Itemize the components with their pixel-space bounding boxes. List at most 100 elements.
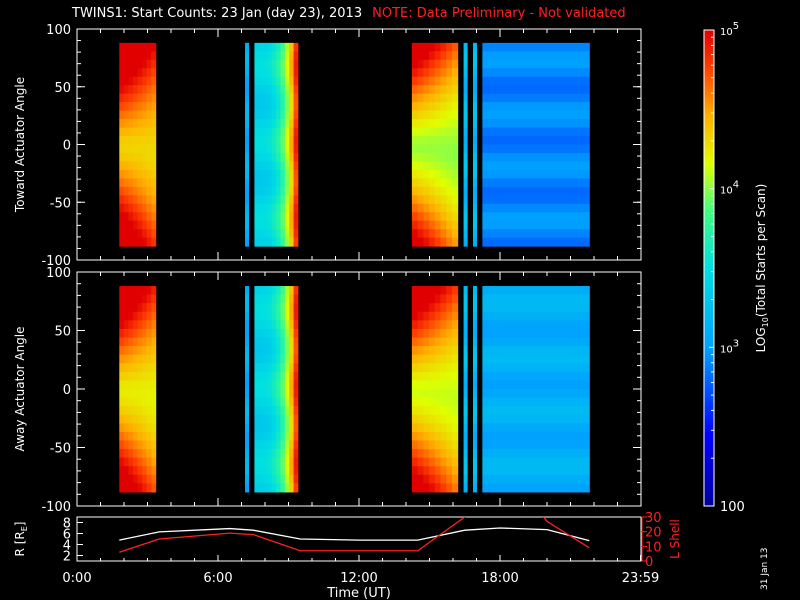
heatmap-cell bbox=[258, 144, 264, 154]
heatmap-cell bbox=[245, 169, 250, 179]
heatmap-cell bbox=[123, 152, 129, 162]
heatmap-cell bbox=[482, 195, 590, 205]
heatmap-cell bbox=[434, 93, 442, 103]
heatmap-cell bbox=[254, 371, 260, 381]
heatmap-cell bbox=[151, 229, 157, 239]
heatmap-cell bbox=[271, 286, 277, 296]
heatmap-cell bbox=[463, 354, 468, 364]
heatmap-cell bbox=[276, 320, 282, 330]
heatmap-cell bbox=[280, 237, 286, 247]
heatmap-cell bbox=[123, 286, 129, 296]
xtick-label: 0:00 bbox=[62, 571, 91, 586]
ytick-label: -100 bbox=[41, 254, 71, 269]
heatmap-cell bbox=[482, 161, 590, 171]
heatmap-cell bbox=[151, 440, 157, 450]
heatmap-cell bbox=[417, 363, 424, 373]
heatmap-cell bbox=[482, 85, 590, 95]
heatmap-cell bbox=[146, 169, 152, 179]
heatmap-cell bbox=[258, 328, 264, 339]
heatmap-cell bbox=[151, 178, 157, 188]
heatmap-cell bbox=[472, 474, 477, 484]
heatmap-cell bbox=[146, 474, 152, 484]
heatmap-cell bbox=[119, 85, 125, 95]
heatmap-cell bbox=[137, 286, 143, 296]
heatmap-cell bbox=[128, 76, 134, 86]
heatmap-cell bbox=[142, 110, 148, 120]
heatmap-cell bbox=[276, 328, 282, 339]
heatmap-cell bbox=[463, 169, 468, 179]
heatmap-cell bbox=[151, 195, 157, 205]
heatmap-cell bbox=[119, 337, 125, 347]
heatmap-cell bbox=[267, 363, 273, 373]
heatmap-cell bbox=[284, 466, 290, 476]
heatmap-cell bbox=[258, 110, 264, 120]
heatmap-cell bbox=[482, 110, 590, 120]
heatmap-cell bbox=[472, 136, 477, 145]
heatmap-cell bbox=[440, 102, 447, 112]
heatmap-cell bbox=[293, 136, 299, 145]
heatmap-cell bbox=[472, 380, 477, 390]
heatmap-cell bbox=[137, 161, 143, 171]
heatmap-cell bbox=[137, 371, 143, 381]
heatmap-cell bbox=[267, 440, 273, 450]
heatmap-cell bbox=[472, 76, 477, 86]
heatmap-cell bbox=[142, 85, 148, 95]
heatmap-cell bbox=[280, 178, 286, 188]
heatmap-cell bbox=[289, 68, 295, 78]
heatmap-cell bbox=[284, 178, 290, 188]
heatmap-cell bbox=[245, 102, 250, 112]
heatmap-cell bbox=[284, 102, 290, 112]
heatmap-cell bbox=[128, 440, 134, 450]
heatmap-cell bbox=[463, 144, 468, 154]
heatmap-cell bbox=[446, 389, 453, 399]
heatmap-cell bbox=[142, 294, 148, 304]
heatmap-cell bbox=[289, 237, 295, 247]
heatmap-cell bbox=[132, 85, 139, 95]
heatmap-cell bbox=[482, 178, 590, 188]
heatmap-cell bbox=[119, 457, 125, 467]
heatmap-cell bbox=[119, 51, 125, 61]
heatmap-cell bbox=[119, 320, 125, 330]
heatmap-cell bbox=[267, 414, 273, 424]
heatmap-cell bbox=[284, 346, 290, 356]
heatmap-cell bbox=[276, 152, 282, 162]
heatmap-cell bbox=[417, 51, 424, 61]
heatmap-cell bbox=[434, 85, 442, 95]
heatmap-cell bbox=[451, 51, 459, 61]
heatmap-cell bbox=[429, 68, 436, 78]
heatmap-cell bbox=[289, 380, 295, 390]
heatmap-cell bbox=[417, 440, 424, 450]
heatmap-block bbox=[472, 286, 477, 493]
heatmap-cell bbox=[482, 440, 590, 450]
heatmap-cell bbox=[254, 431, 260, 441]
heatmap-cell bbox=[151, 397, 157, 407]
heatmap-cell bbox=[411, 102, 419, 112]
heatmap-cell bbox=[463, 195, 468, 205]
heatmap-cell bbox=[267, 286, 273, 296]
heatmap-cell bbox=[142, 303, 148, 313]
heatmap-cell bbox=[289, 186, 295, 196]
heatmap-cell bbox=[429, 169, 436, 179]
heatmap-cell bbox=[429, 110, 436, 120]
heatmap-cell bbox=[276, 406, 282, 416]
heatmap-cell bbox=[423, 51, 430, 61]
heatmap-cell bbox=[434, 406, 442, 416]
heatmap-cell bbox=[463, 346, 468, 356]
heatmap-cell bbox=[254, 474, 260, 484]
heatmap-cell bbox=[151, 203, 157, 213]
heatmap-cell bbox=[417, 119, 424, 129]
heatmap-cell bbox=[254, 397, 260, 407]
heatmap-cell bbox=[446, 346, 453, 356]
heatmap-cell bbox=[472, 152, 477, 162]
heatmap-cell bbox=[482, 466, 590, 476]
heatmap-cell bbox=[146, 42, 152, 52]
heatmap-cell bbox=[137, 449, 143, 459]
heatmap-cell bbox=[417, 161, 424, 171]
heatmap-cell bbox=[271, 169, 277, 179]
heatmap-cell bbox=[284, 42, 290, 52]
heatmap-cell bbox=[123, 195, 129, 205]
heatmap-cell bbox=[463, 85, 468, 95]
heatmap-cell bbox=[429, 380, 436, 390]
heatmap-cell bbox=[258, 68, 264, 78]
heatmap-cell bbox=[472, 414, 477, 424]
